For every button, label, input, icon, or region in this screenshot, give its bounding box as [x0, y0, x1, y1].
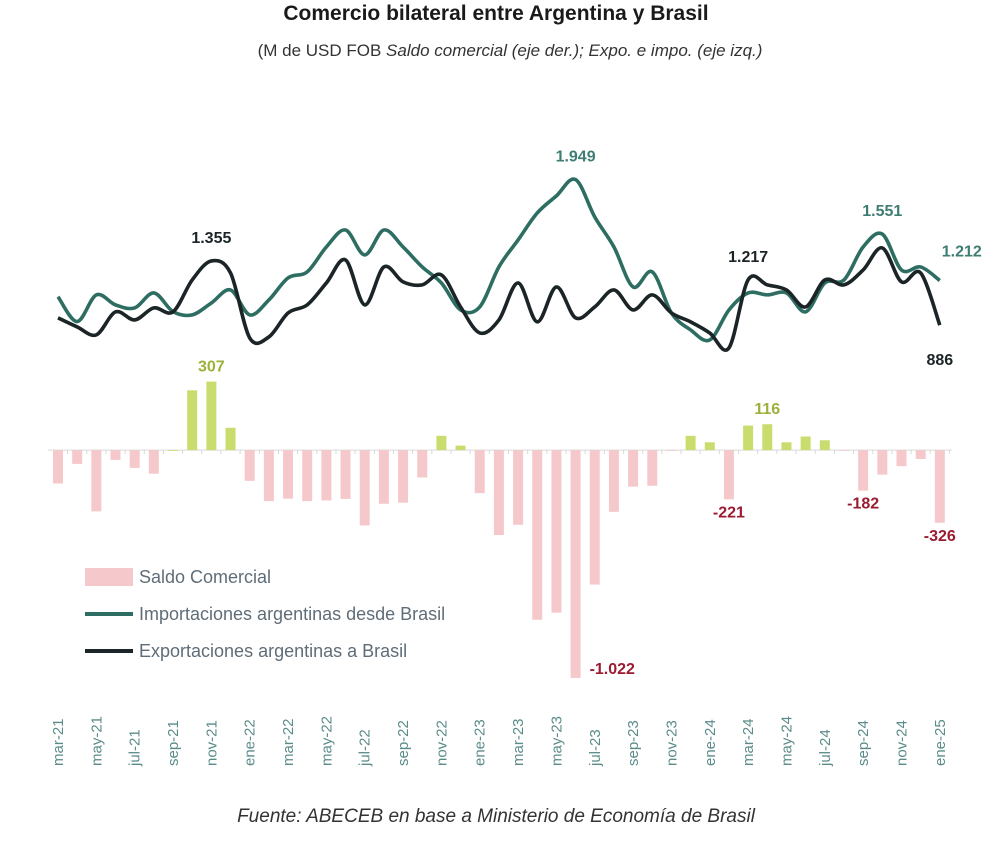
chart-title: Comercio bilateral entre Argentina y Bra…: [283, 2, 709, 25]
bar-saldo-jul-23: [589, 450, 600, 585]
x-tick-label: mar-23: [510, 718, 527, 766]
bar-saldo-ene-23: [474, 450, 485, 494]
bar-saldo-jul-24: [819, 440, 830, 451]
data-label: -1.022: [590, 661, 635, 678]
x-tick-label: mar-24: [740, 718, 757, 766]
legend-label: Saldo Comercial: [139, 567, 271, 587]
x-tick-label: nov-23: [663, 720, 680, 766]
x-tick-label: mar-22: [280, 718, 297, 766]
bar-saldo-jun-22: [340, 450, 351, 499]
bar-saldo-sep-23: [628, 450, 639, 487]
bar-saldo-sep-21: [168, 450, 179, 451]
bar-saldo-nov-23: [666, 450, 677, 451]
x-tick-label: may-22: [318, 716, 335, 766]
bar-saldo-nov-22: [436, 435, 447, 451]
bar-saldo-may-24: [781, 442, 792, 451]
bar-saldo-mar-21: [53, 450, 63, 484]
bar-saldo-oct-24: [877, 450, 888, 475]
bar-saldo-feb-22: [263, 450, 274, 502]
subtitle-italic: Saldo comercial (eje der.); Expo. e impo…: [386, 41, 763, 60]
bar-saldo-ene-24: [704, 442, 715, 451]
bar-saldo-oct-22: [417, 450, 428, 478]
bar-saldo-ago-23: [608, 450, 619, 512]
data-label: 116: [754, 401, 780, 418]
legend-label: Importaciones argentinas desde Brasil: [139, 604, 445, 624]
bar-saldo-abr-24: [762, 424, 773, 451]
bar-saldo-dic-22: [455, 445, 466, 451]
data-label: 1.551: [862, 203, 902, 220]
bar-saldo-ago-24: [838, 450, 849, 451]
data-label: -221: [713, 504, 745, 521]
data-label: -326: [924, 528, 956, 545]
legend-swatch-saldo: [85, 568, 133, 586]
bar-saldo-sep-22: [398, 450, 409, 503]
bar-saldo-oct-23: [647, 450, 658, 486]
legend-label: Exportaciones argentinas a Brasil: [139, 641, 407, 661]
bar-saldo-jul-21: [129, 450, 140, 468]
bar-saldo-dic-23: [685, 435, 696, 451]
data-label: 886: [926, 352, 953, 369]
bar-saldo-may-21: [91, 450, 102, 512]
x-tick-label: jul-23: [587, 729, 604, 767]
bar-saldo-nov-21: [206, 381, 217, 451]
bar-saldo-jun-24: [800, 436, 811, 451]
bar-saldo-jun-23: [570, 450, 581, 678]
bar-saldo-nov-24: [896, 450, 907, 467]
x-tick-label: sep-22: [395, 720, 412, 766]
x-tick-label: jul-24: [817, 729, 834, 767]
data-label: 1.212: [942, 244, 982, 261]
x-tick-label: ene-23: [472, 719, 489, 766]
bar-saldo-jun-21: [110, 450, 121, 460]
bar-saldo-jul-22: [359, 450, 370, 526]
x-tick-label: sep-24: [855, 720, 872, 766]
bar-saldo-may-22: [321, 450, 332, 501]
x-tick-label: may-23: [548, 716, 565, 766]
bar-saldo-feb-24: [723, 450, 734, 500]
x-tick-label: may-21: [88, 716, 105, 766]
data-label: 307: [198, 359, 225, 376]
bar-saldo-mar-24: [743, 425, 754, 451]
chart-subtitle: (M de USD FOB Saldo comercial (eje der.)…: [250, 38, 770, 64]
x-tick-label: nov-22: [433, 720, 450, 766]
bar-saldo-oct-21: [187, 390, 198, 451]
data-label: 1.355: [191, 230, 231, 247]
x-tick-label: may-24: [778, 716, 795, 766]
data-label: 1.949: [556, 149, 596, 166]
x-tick-label: mar-21: [50, 718, 67, 766]
x-tick-label: sep-21: [165, 720, 182, 766]
bar-saldo-ago-22: [378, 450, 389, 504]
bar-saldo-mar-22: [283, 450, 294, 499]
x-tick-label: nov-24: [893, 720, 910, 766]
x-tick-label: jul-22: [357, 729, 374, 767]
x-tick-label: ene-25: [932, 719, 949, 766]
bar-saldo-feb-23: [493, 450, 504, 536]
chart-source: Fuente: ABECEB en base a Ministerio de E…: [237, 806, 755, 827]
data-label: 1.217: [728, 249, 768, 266]
data-label: -182: [847, 496, 879, 513]
bar-saldo-ago-21: [148, 450, 159, 474]
x-tick-label: ene-24: [702, 719, 719, 766]
bar-saldo-abr-21: [72, 450, 83, 464]
x-tick-label: sep-23: [625, 720, 642, 766]
subtitle-plain: (M de USD FOB: [257, 41, 387, 60]
x-tick-label: nov-21: [203, 720, 220, 766]
bar-saldo-may-23: [551, 450, 562, 613]
bar-saldo-ene-22: [244, 450, 255, 481]
bar-saldo-dic-24: [915, 450, 926, 459]
x-tick-label: ene-22: [242, 719, 259, 766]
bar-saldo-dic-21: [225, 427, 236, 451]
bar-saldo-mar-23: [513, 450, 524, 525]
line-importaciones: [56, 177, 941, 343]
bar-saldo-abr-22: [302, 450, 313, 502]
x-tick-label: jul-21: [127, 729, 144, 767]
bar-saldo-sep-24: [858, 450, 869, 491]
bar-saldo-ene-25: [934, 450, 945, 523]
line-exportaciones: [57, 246, 942, 352]
bar-saldo-abr-23: [532, 450, 543, 620]
